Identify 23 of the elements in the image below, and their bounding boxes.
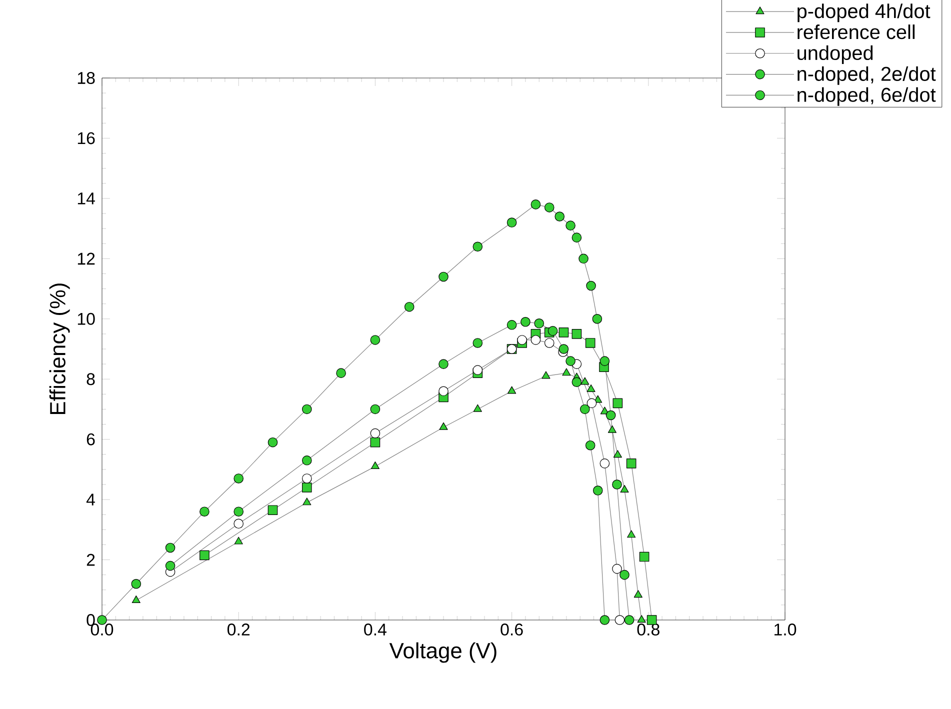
y-tick-label: 8 (86, 373, 95, 386)
x-tick-label: 0.2 (227, 624, 250, 636)
x-tick-label: 0.8 (637, 624, 660, 636)
y-tick-label: 12 (78, 252, 95, 265)
y-tick-label: 6 (86, 433, 95, 446)
y-tick-label: 14 (78, 192, 95, 204)
x-tick-label: 0.0 (90, 624, 114, 636)
x-tick-label: 1.0 (774, 624, 796, 636)
legend-label: n-doped, 6e/dot (798, 87, 936, 106)
x-tick-label: 0.6 (500, 624, 523, 636)
legend-label: n-doped, 2e/dot (798, 66, 936, 85)
x-axis-title: Voltage (V) (389, 642, 496, 663)
y-tick-label: 16 (78, 132, 95, 144)
y-tick-label: 4 (86, 494, 95, 506)
y-tick-label: 2 (86, 554, 95, 566)
y-tick-label: 18 (78, 72, 95, 84)
y-tick-label: 0 (86, 614, 95, 626)
legend-label: p-doped 4h/dot (798, 4, 930, 22)
y-tick-label: 10 (78, 312, 95, 325)
legend-label: undoped (798, 45, 873, 64)
legend-label: reference cell (798, 24, 915, 40)
y-axis-title: Efficiency (%) (49, 284, 70, 414)
x-tick-label: 0.4 (364, 624, 386, 636)
